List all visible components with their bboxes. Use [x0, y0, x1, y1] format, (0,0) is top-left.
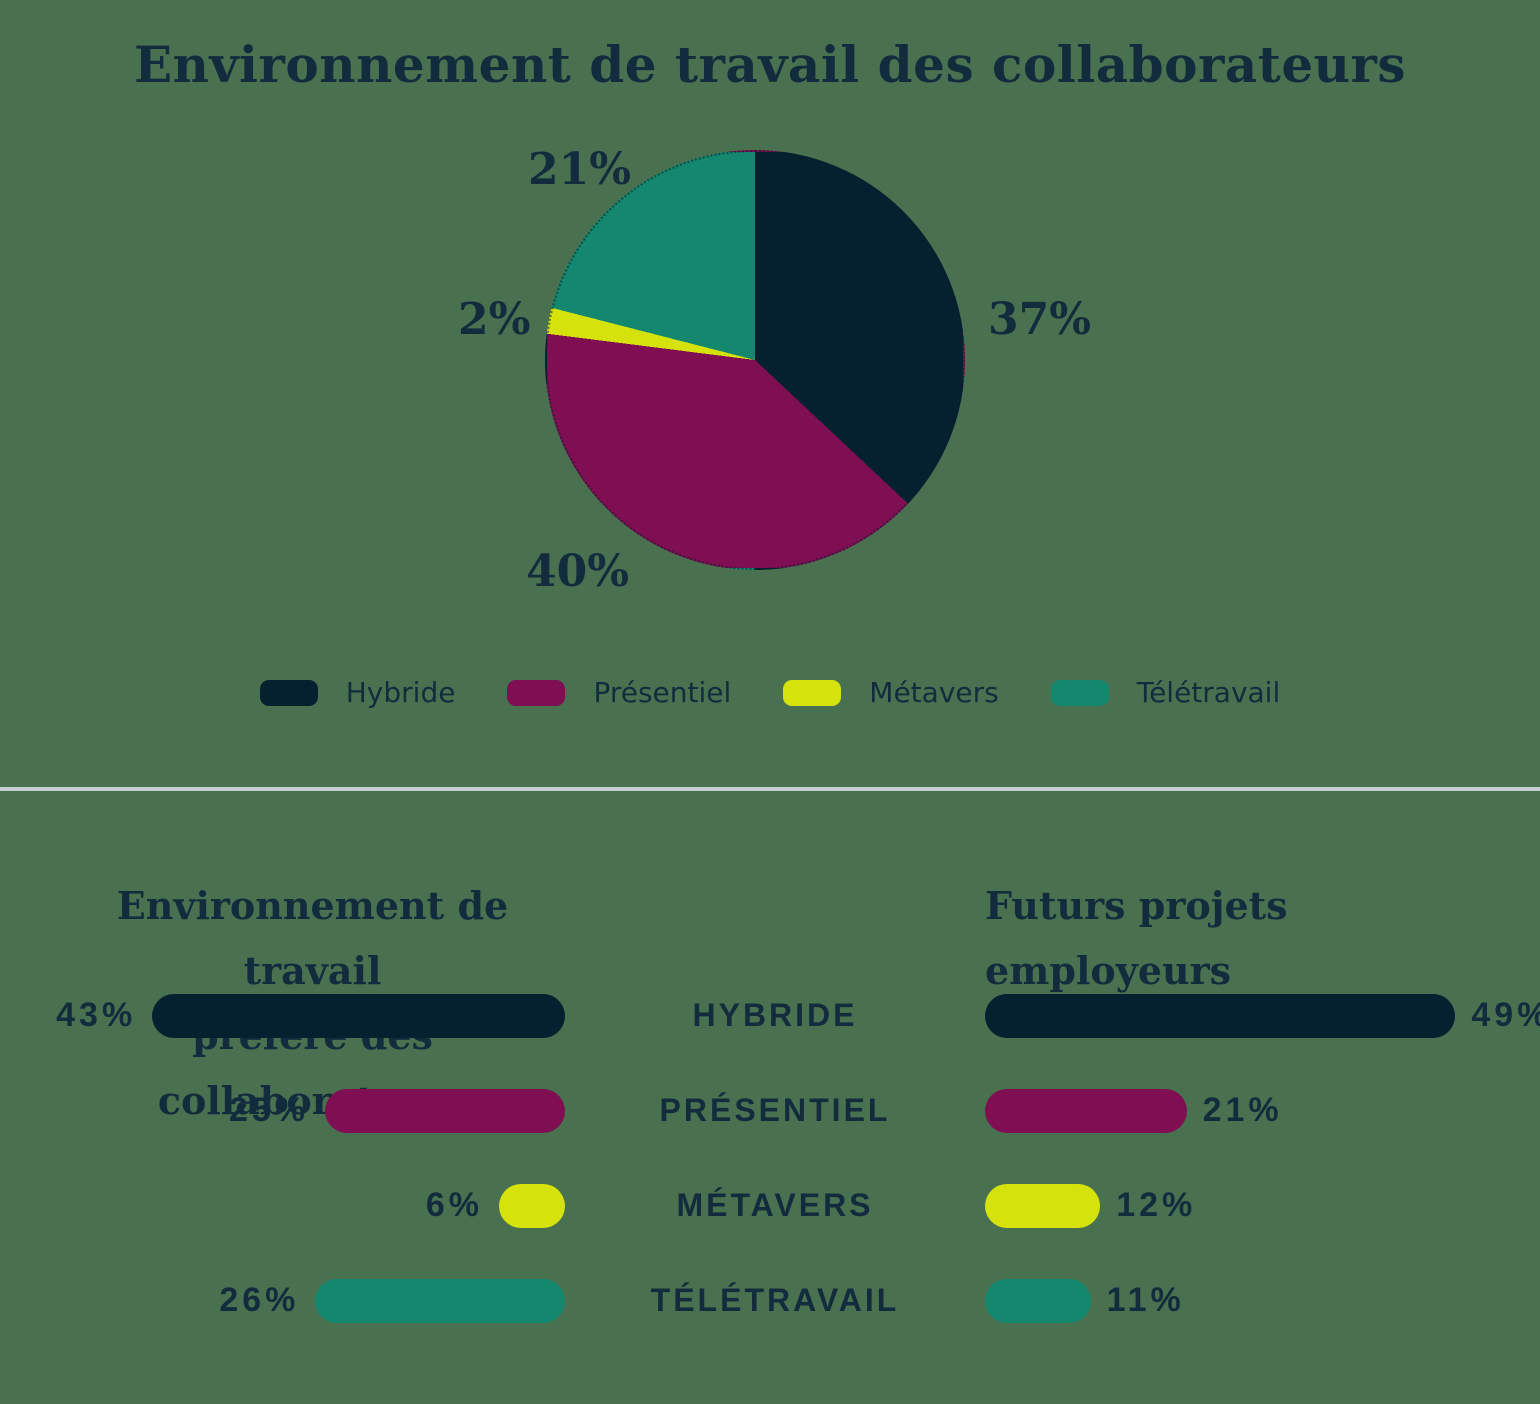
left-bar-value: 6%: [425, 1186, 483, 1224]
pie-value-label-teletravail: 21%: [528, 144, 632, 195]
right-bar-value: 12%: [1116, 1186, 1197, 1224]
comparison-grid: Environnement de travail préféré des col…: [0, 791, 1540, 1348]
right-bar: [985, 993, 1456, 1038]
page-title: Environnement de travail des collaborate…: [134, 35, 1406, 94]
right-bar: [985, 1278, 1091, 1323]
category-label: HYBRIDE: [692, 997, 858, 1033]
legend-swatch: [783, 679, 842, 706]
right-bar-value: 21%: [1202, 1091, 1283, 1129]
pie-value-label-hybride: 37%: [988, 294, 1092, 345]
left-bar-cell: 25%: [0, 1088, 565, 1133]
right-bar-cell: 49%: [985, 993, 1540, 1038]
left-bar: [325, 1088, 565, 1133]
right-bar-value: 11%: [1106, 1281, 1185, 1319]
section-divider: [0, 787, 1540, 791]
left-bar-value: 26%: [219, 1281, 300, 1319]
legend-swatch: [1050, 679, 1109, 706]
right-chart-title: Futurs projets employeurs: [985, 873, 1540, 1023]
right-bar: [985, 1183, 1101, 1228]
left-chart-title-line1: Environnement de travail: [116, 883, 509, 993]
left-bar-cell: 43%: [0, 993, 565, 1038]
right-bar-cell: 12%: [985, 1183, 1540, 1228]
right-chart-title-line2: employeurs: [985, 948, 1232, 993]
right-bar-cell: 11%: [985, 1278, 1540, 1323]
category-label: MÉTAVERS: [676, 1187, 874, 1223]
left-chart-title: Environnement de travail préféré des col…: [0, 873, 565, 1123]
right-bar-cell: 21%: [985, 1088, 1540, 1133]
legend-item: Télétravail: [1050, 676, 1281, 709]
left-bar-cell: 26%: [0, 1278, 565, 1323]
right-chart-title-line1: Futurs projets: [985, 883, 1288, 928]
pie-value-label-presentiel: 40%: [526, 546, 630, 597]
pie-chart-area: 37% 40% 2% 21%: [0, 144, 1540, 620]
pie-chart: [545, 150, 965, 570]
pie-legend: Hybride Présentiel Métavers Télétravail: [0, 676, 1540, 709]
legend-item: Présentiel: [507, 676, 731, 709]
legend-label: Télétravail: [1136, 676, 1281, 709]
left-bar: [315, 1278, 565, 1323]
legend-item: Métavers: [783, 676, 999, 709]
left-bar: [499, 1183, 565, 1228]
right-bar-value: 49%: [1471, 996, 1540, 1034]
legend-swatch: [259, 679, 318, 706]
legend-label: Métavers: [869, 676, 999, 709]
legend-swatch: [507, 679, 566, 706]
left-bar-value: 43%: [56, 996, 137, 1034]
left-bar: [152, 993, 565, 1038]
pie-value-label-metavers: 2%: [458, 294, 531, 345]
category-label: PRÉSENTIEL: [659, 1092, 891, 1128]
legend-item: Hybride: [259, 676, 456, 709]
left-bar-cell: 6%: [0, 1183, 565, 1228]
legend-label: Hybride: [345, 676, 456, 709]
legend-label: Présentiel: [593, 676, 732, 709]
left-bar-value: 25%: [228, 1091, 309, 1129]
right-bar: [985, 1088, 1187, 1133]
category-label: TÉLÉTRAVAIL: [650, 1282, 900, 1318]
